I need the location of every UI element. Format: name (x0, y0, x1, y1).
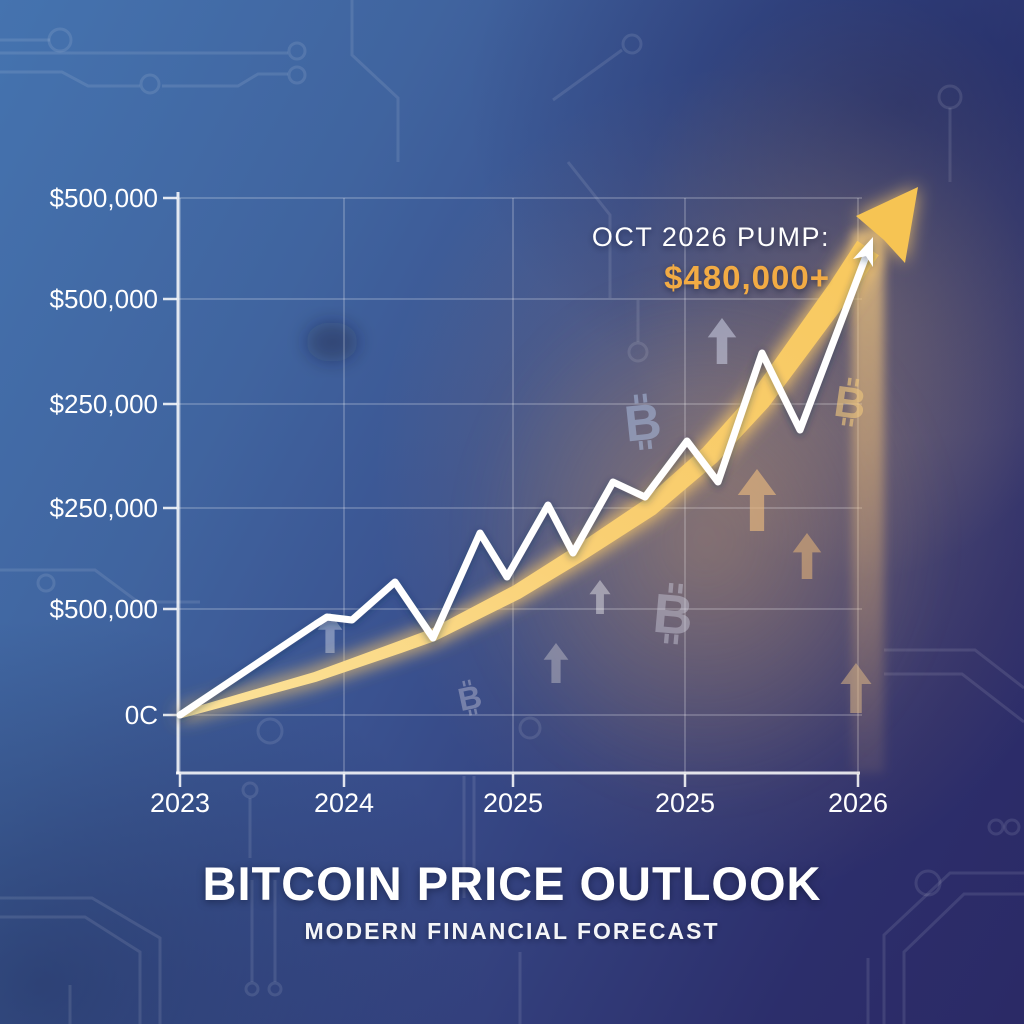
up-arrow-icon (792, 533, 822, 579)
circuit-node (139, 73, 161, 95)
circuit-trace (552, 48, 623, 102)
price-line-arrow-head (853, 237, 873, 267)
x-axis-label: 2024 (314, 788, 374, 818)
grid-and-axes (163, 192, 862, 787)
circuit-node (287, 41, 307, 61)
up-arrow-icon (707, 318, 737, 364)
up-arrow-icon (840, 663, 872, 713)
circuit-trace (162, 72, 288, 88)
circuit-trace (882, 871, 1024, 1024)
svg-text:B: B (651, 582, 696, 647)
circuit-trace (0, 915, 142, 1024)
circuit-node (267, 981, 283, 997)
title-block: BITCOIN PRICE OUTLOOK MODERN FINANCIAL F… (0, 856, 1024, 945)
up-arrow-icon (589, 580, 611, 614)
y-axis-label: $500,000 (50, 594, 158, 624)
circuit-node (621, 33, 643, 55)
circuit-node (1003, 818, 1021, 836)
series-lines (176, 187, 918, 719)
up-arrow-icon (737, 469, 777, 531)
circuit-trace (0, 70, 140, 88)
circuit-trace (0, 568, 200, 604)
bitcoin-icon: B (622, 392, 664, 453)
circuit-node (244, 981, 260, 997)
price-line (176, 252, 870, 719)
circuit-node (36, 573, 56, 593)
x-axis-label: 2025 (655, 788, 715, 818)
poster-title: BITCOIN PRICE OUTLOOK (202, 857, 822, 910)
circuit-node (518, 716, 542, 740)
x-axis-label: 2026 (828, 788, 888, 818)
circuit-node (937, 84, 963, 110)
y-axis-label: $500,000 (50, 284, 158, 314)
circuit-node (914, 869, 942, 897)
bitcoin-icon: B (651, 582, 696, 647)
smudge (306, 322, 358, 362)
circuit-node (47, 27, 73, 53)
x-axis-label: 2025 (483, 788, 543, 818)
circuit-trace (0, 896, 162, 1024)
axis-tick-labels: $500,000 $500,000 $250,000 $250,000 $500,000… (50, 183, 888, 818)
circuit-node (287, 65, 307, 85)
circuit-trace (350, 0, 400, 162)
circuit-trace (884, 648, 1024, 690)
bitcoin-icon: B (831, 377, 869, 430)
y-axis-label: $500,000 (50, 183, 158, 213)
x-axis-label: 2023 (150, 788, 210, 818)
circuit-trace (902, 892, 1024, 1024)
forecast-arrow-head (856, 187, 918, 263)
y-axis-label: $250,000 (50, 493, 158, 523)
circuit-node (987, 818, 1005, 836)
circuit-node (627, 341, 649, 363)
circuit-node (256, 717, 284, 745)
y-axis-label: 0C (125, 700, 158, 730)
circuit-node (241, 781, 259, 799)
annotation-block: OCT 2026 PUMP: $480,000+ (592, 222, 830, 297)
circuit-trace (566, 161, 612, 298)
up-arrow-icon (543, 643, 569, 683)
circuit-trace (884, 672, 1024, 724)
poster-subtitle: MODERN FINANCIAL FORECAST (304, 918, 720, 944)
annotation-label: OCT 2026 PUMP: (591, 222, 830, 252)
svg-text:B: B (622, 392, 664, 453)
bitcoin-icon: B (455, 678, 485, 718)
y-axis-label: $250,000 (50, 389, 158, 419)
annotation-value: $480,000+ (664, 259, 830, 296)
